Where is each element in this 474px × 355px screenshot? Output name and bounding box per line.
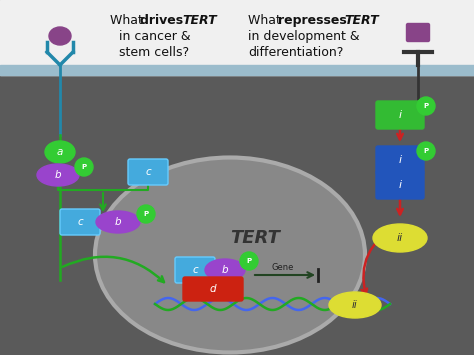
- Ellipse shape: [96, 211, 140, 233]
- Ellipse shape: [205, 259, 245, 281]
- Ellipse shape: [37, 164, 79, 186]
- Text: P: P: [144, 211, 148, 217]
- Ellipse shape: [373, 224, 427, 252]
- FancyBboxPatch shape: [175, 257, 215, 283]
- Ellipse shape: [49, 27, 71, 45]
- Circle shape: [137, 205, 155, 223]
- Circle shape: [75, 158, 93, 176]
- FancyBboxPatch shape: [128, 159, 168, 185]
- Text: b: b: [222, 265, 228, 275]
- Text: c: c: [145, 167, 151, 177]
- Text: TERT: TERT: [230, 229, 280, 247]
- Circle shape: [240, 252, 258, 270]
- Bar: [0, 65, 474, 75]
- Text: P: P: [246, 258, 252, 264]
- Text: ii: ii: [397, 233, 403, 243]
- Text: b: b: [55, 170, 61, 180]
- Text: Gene: Gene: [272, 262, 294, 272]
- Text: b: b: [115, 217, 121, 227]
- Text: ii: ii: [352, 300, 358, 310]
- Text: TERT: TERT: [344, 14, 379, 27]
- Text: in development &: in development &: [248, 30, 360, 43]
- Bar: [0, 0, 474, 75]
- Circle shape: [417, 142, 435, 160]
- Text: c: c: [77, 217, 83, 227]
- Text: i: i: [399, 110, 401, 120]
- Ellipse shape: [329, 292, 381, 318]
- FancyBboxPatch shape: [376, 101, 424, 129]
- Text: P: P: [423, 103, 428, 109]
- FancyBboxPatch shape: [183, 277, 243, 301]
- Text: TERT: TERT: [182, 14, 217, 27]
- Text: i: i: [399, 180, 401, 190]
- FancyBboxPatch shape: [60, 209, 100, 235]
- Circle shape: [417, 97, 435, 115]
- Ellipse shape: [45, 141, 75, 163]
- Text: in cancer &: in cancer &: [119, 30, 191, 43]
- Ellipse shape: [95, 158, 365, 353]
- Text: drives: drives: [140, 14, 188, 27]
- Text: d: d: [210, 284, 216, 294]
- FancyBboxPatch shape: [376, 171, 424, 199]
- Text: a: a: [57, 147, 63, 157]
- Text: differentiation?: differentiation?: [248, 46, 343, 59]
- Text: stem cells?: stem cells?: [119, 46, 189, 59]
- FancyBboxPatch shape: [407, 23, 429, 42]
- Text: i: i: [399, 155, 401, 165]
- FancyBboxPatch shape: [376, 146, 424, 174]
- Text: P: P: [423, 148, 428, 154]
- Text: represses: represses: [278, 14, 351, 27]
- Text: What: What: [248, 14, 285, 27]
- Text: c: c: [192, 265, 198, 275]
- Text: What: What: [110, 14, 147, 27]
- Text: P: P: [82, 164, 87, 170]
